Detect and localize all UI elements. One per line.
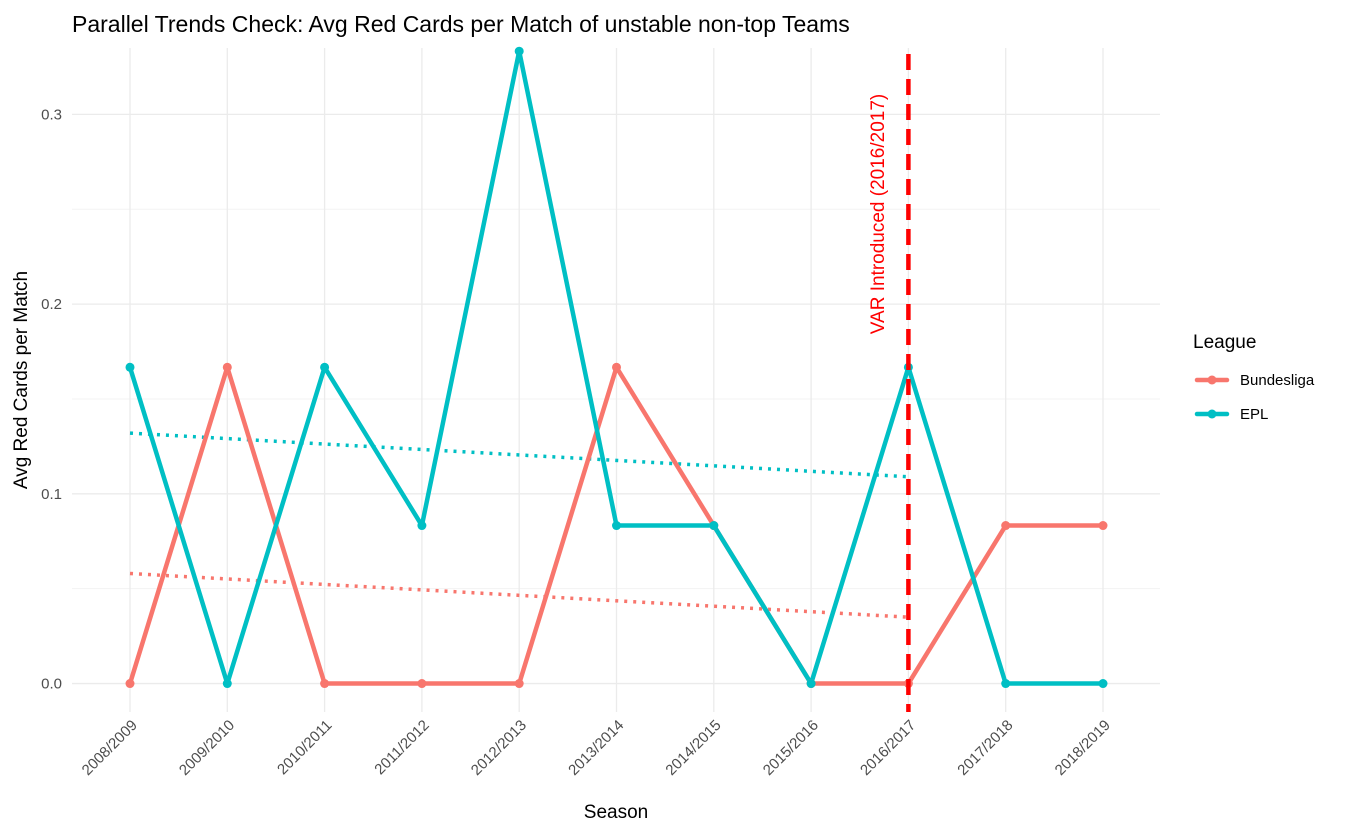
series-lines: [125, 46, 1108, 689]
x-axis-title: Season: [584, 802, 648, 823]
y-tick-label: 0.2: [41, 296, 62, 313]
data-point: [125, 679, 135, 689]
legend-label: Bundesliga: [1240, 372, 1315, 389]
y-tick-label: 0.1: [41, 486, 62, 503]
data-point: [125, 362, 135, 372]
data-point: [612, 521, 621, 531]
y-tick-label: 0.0: [41, 676, 62, 693]
trend-line: [129, 571, 909, 619]
data-point: [417, 521, 427, 531]
legend-key-point: [1207, 375, 1217, 385]
grid: [72, 48, 1160, 712]
trend-line: [129, 431, 909, 479]
data-point: [222, 679, 232, 689]
data-point: [1001, 521, 1011, 531]
y-axis-title: Avg Red Cards per Match: [11, 271, 32, 489]
data-point: [514, 46, 524, 56]
legend: League Bundesliga EPL: [1193, 332, 1315, 423]
y-tick-label: 0.3: [41, 106, 62, 123]
data-point: [612, 362, 621, 372]
chart-title: Parallel Trends Check: Avg Red Cards per…: [72, 11, 850, 37]
data-point: [709, 521, 719, 531]
data-point: [1098, 679, 1108, 689]
legend-label: EPL: [1240, 406, 1268, 423]
data-point: [320, 679, 330, 689]
var-marker: VAR Introduced (2016/2017): [868, 54, 911, 712]
data-point: [417, 679, 427, 689]
data-point: [806, 679, 816, 689]
data-point: [514, 679, 524, 689]
legend-title: League: [1193, 332, 1256, 353]
data-point: [1098, 521, 1108, 531]
data-point: [1001, 679, 1011, 689]
var-annotation: VAR Introduced (2016/2017): [868, 94, 889, 334]
legend-key-point: [1207, 409, 1217, 419]
data-point: [320, 362, 330, 372]
data-point: [222, 362, 232, 372]
trend-lines: [129, 431, 909, 619]
